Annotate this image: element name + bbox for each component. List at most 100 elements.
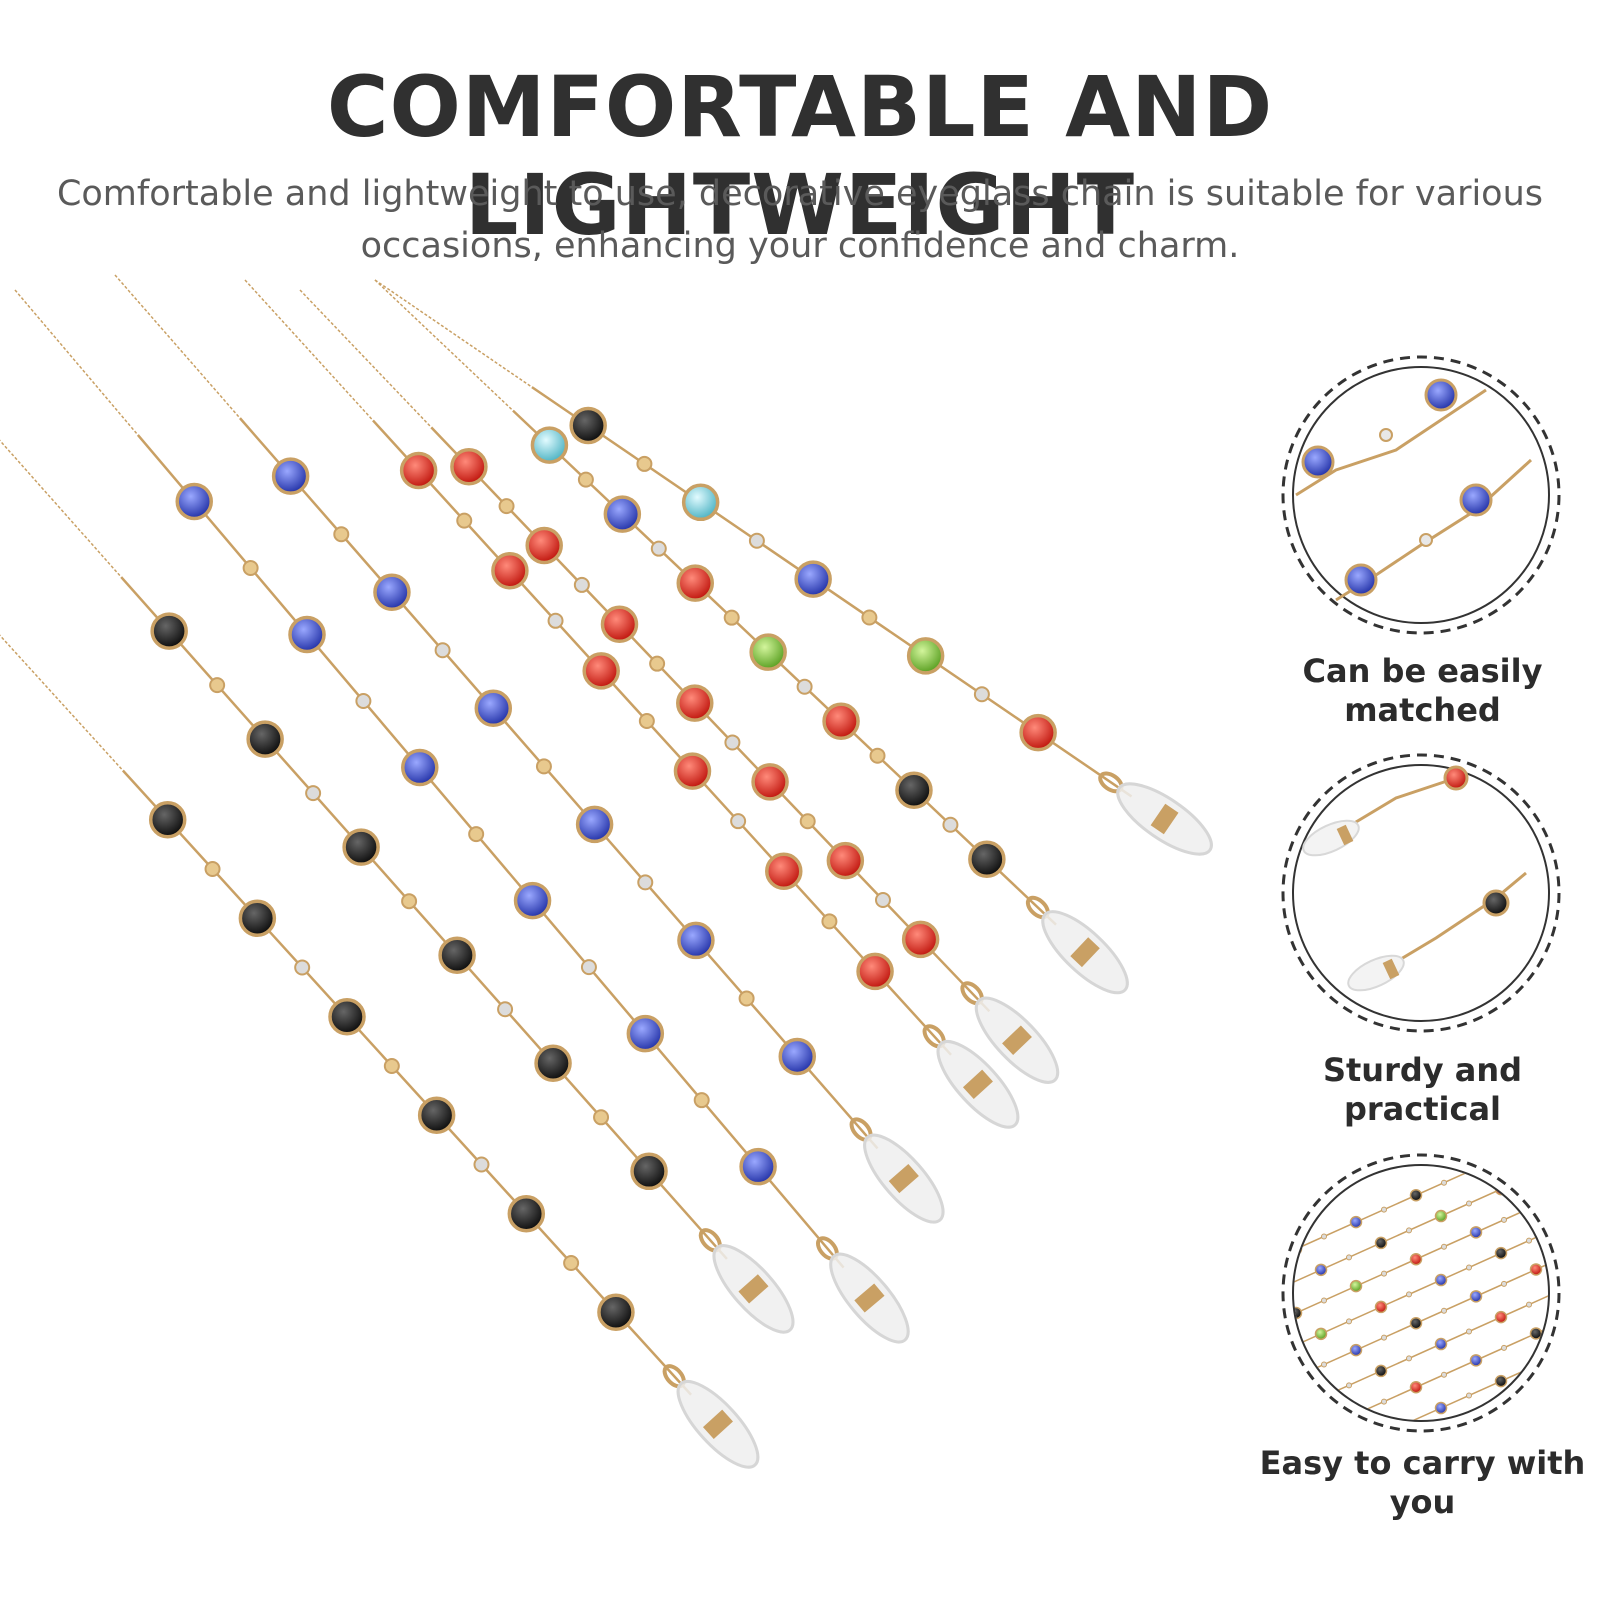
spacer-bead — [738, 990, 755, 1007]
crystal-bead — [450, 447, 488, 486]
chain-clasp-closeup-icon — [1302, 765, 1527, 992]
spacer-bead — [242, 559, 259, 576]
crystal-bead — [417, 1096, 456, 1134]
spacer-bead — [294, 959, 311, 976]
crystal-bead — [673, 752, 712, 790]
crystal-bead — [534, 1044, 572, 1083]
crystal-bead — [677, 921, 715, 960]
crystal-bead — [271, 457, 310, 495]
crystal-bead — [399, 451, 438, 490]
spacer-bead — [649, 655, 666, 672]
spacer-bead — [497, 1001, 514, 1018]
crystal-bead — [148, 801, 187, 839]
spacer-bead — [821, 913, 838, 930]
spacer-bead — [434, 642, 451, 659]
spacer-bead — [355, 693, 372, 710]
coil-wrap — [888, 1163, 919, 1194]
crystal-bead — [569, 406, 607, 445]
eyeglass-chain — [0, 439, 795, 1334]
spacer-bead — [535, 758, 552, 775]
crystal-bead — [600, 605, 639, 644]
crystal-bead — [749, 633, 787, 671]
eyeglass-chain — [14, 289, 910, 1344]
spacer-bead — [468, 826, 485, 843]
crystal-bead — [507, 1194, 546, 1233]
crystal-bead — [491, 551, 529, 590]
coil-wrap — [1070, 937, 1100, 968]
spacer-bead — [383, 1057, 400, 1074]
spacer-bead — [942, 816, 959, 833]
feature-caption-carry: Easy to carry with you — [1259, 1444, 1586, 1521]
spacer-bead — [573, 576, 590, 593]
feature-circle-matched — [1281, 355, 1561, 635]
crystal-bead — [525, 526, 563, 565]
spacer-bead — [748, 532, 765, 549]
spacer-bead — [799, 813, 816, 830]
crystal-bead — [150, 612, 188, 650]
spacer-bead — [333, 526, 350, 543]
spacer-bead — [637, 874, 654, 891]
crystal-bead — [826, 841, 865, 880]
headline: COMFORTABLE AND LIGHTWEIGHT — [326, 58, 1274, 254]
crystal-bead — [906, 637, 945, 675]
crystal-bead — [1019, 713, 1057, 752]
crystal-bead — [901, 920, 940, 959]
crystal-bead — [342, 828, 380, 866]
crystal-bead — [530, 426, 569, 464]
spacer-bead — [874, 892, 891, 909]
subtext: Comfortable and lightweight to use, deco… — [56, 174, 1544, 266]
spacer-bead — [973, 686, 990, 703]
crystal-bead — [822, 702, 860, 740]
eyeglass-chain — [244, 279, 1020, 1129]
feature-circle-carry — [1281, 1153, 1561, 1433]
crystal-bead — [513, 881, 552, 920]
coil-wrap — [1002, 1025, 1032, 1056]
spacer-bead — [796, 678, 813, 695]
eyeglass-chain — [374, 279, 1129, 995]
eyeglass-chain — [299, 289, 1060, 1084]
eyeglass-chain — [374, 279, 1213, 856]
spacer-bead — [498, 498, 515, 515]
spacer-bead — [456, 512, 473, 529]
crystal-bead — [373, 573, 411, 611]
spacer-bead — [204, 861, 221, 878]
crystal-bead — [575, 805, 614, 844]
spacer-bead — [730, 813, 747, 830]
crystal-bead — [856, 952, 894, 991]
crystal-bead — [438, 936, 476, 974]
crystal-bead — [676, 684, 714, 722]
spacer-bead — [577, 471, 594, 488]
eyeglass-chain — [0, 634, 760, 1469]
spacer-bead — [209, 677, 226, 694]
spacer-bead — [580, 959, 597, 976]
crystal-bead — [626, 1014, 665, 1053]
crystal-bead — [751, 763, 789, 801]
crystal-bead — [968, 840, 1006, 878]
spacer-bead — [401, 893, 418, 910]
crystal-bead — [765, 852, 803, 890]
crystal-bead — [238, 899, 277, 938]
spacer-bead — [473, 1156, 490, 1173]
crystal-bead — [582, 652, 620, 690]
spacer-bead — [723, 609, 740, 626]
crystal-bead — [794, 560, 832, 598]
feature-caption-sturdy: Sturdy and practical — [1322, 1051, 1523, 1128]
blue-bead-chain-closeup-icon — [1295, 378, 1533, 602]
coil-wrap — [1150, 803, 1179, 835]
coil-wrap — [962, 1069, 993, 1100]
crystal-bead — [681, 483, 720, 522]
crystal-bead — [175, 482, 213, 521]
crystal-bead — [597, 1293, 635, 1331]
spacer-bead — [636, 455, 653, 472]
feature-caption-matched: Can be easily matched — [1302, 652, 1543, 729]
crystal-bead — [288, 615, 326, 654]
crystal-bead — [474, 689, 513, 728]
eyeglass-chain — [114, 274, 945, 1224]
spacer-bead — [638, 712, 655, 729]
spacer-bead — [693, 1092, 710, 1109]
spacer-bead — [869, 747, 886, 764]
crystal-bead — [603, 495, 642, 533]
crystal-bead — [630, 1152, 668, 1191]
coil-wrap — [702, 1409, 733, 1439]
feature-circle-sturdy — [1281, 753, 1561, 1033]
